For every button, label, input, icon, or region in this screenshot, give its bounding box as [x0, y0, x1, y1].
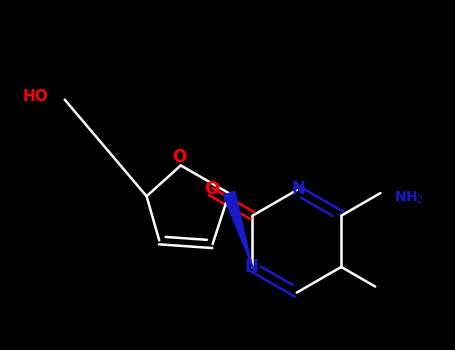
Text: N: N [244, 258, 258, 276]
Text: O: O [172, 148, 186, 166]
Text: HO: HO [23, 89, 48, 104]
Text: O: O [204, 180, 219, 197]
Polygon shape [223, 191, 253, 267]
Text: NH$_2$: NH$_2$ [394, 189, 424, 205]
Text: N: N [291, 180, 305, 198]
